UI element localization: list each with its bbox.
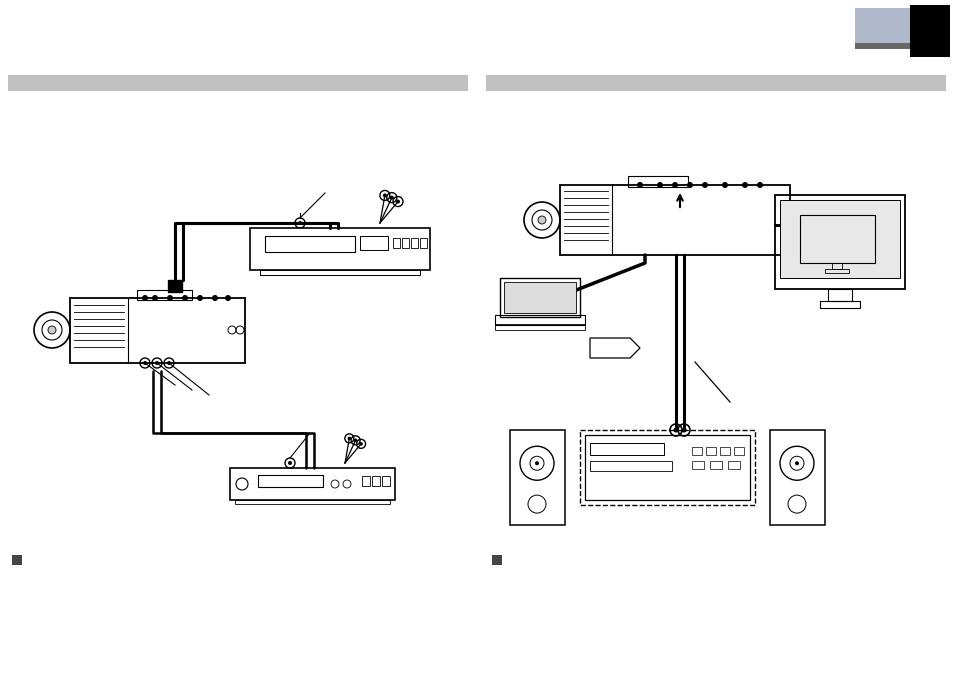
Bar <box>495 316 584 325</box>
Bar <box>372 476 379 486</box>
Circle shape <box>741 182 747 188</box>
Circle shape <box>757 182 762 188</box>
Bar <box>780 200 899 278</box>
Circle shape <box>701 182 707 188</box>
Bar <box>359 236 388 250</box>
Bar <box>854 8 909 46</box>
Bar <box>260 270 419 275</box>
Circle shape <box>637 182 642 188</box>
Bar <box>589 443 663 455</box>
Bar <box>401 238 409 248</box>
Circle shape <box>535 461 538 465</box>
Circle shape <box>359 442 362 445</box>
Bar <box>257 475 323 487</box>
Circle shape <box>721 182 727 188</box>
Bar <box>495 324 584 331</box>
Bar <box>774 195 904 289</box>
Bar <box>627 176 687 187</box>
Circle shape <box>347 437 351 440</box>
Circle shape <box>794 461 799 465</box>
Bar <box>824 269 848 273</box>
Bar <box>831 263 841 269</box>
Bar <box>492 555 501 565</box>
Circle shape <box>225 295 231 301</box>
Circle shape <box>143 361 147 365</box>
Bar <box>734 447 743 455</box>
Bar <box>854 43 909 49</box>
Bar <box>800 215 874 263</box>
Circle shape <box>182 295 188 301</box>
Circle shape <box>154 361 159 365</box>
Circle shape <box>196 295 203 301</box>
Bar <box>584 435 749 500</box>
Circle shape <box>671 182 678 188</box>
Circle shape <box>382 193 387 197</box>
Bar <box>381 476 390 486</box>
Bar <box>230 468 395 500</box>
Bar <box>499 278 579 316</box>
Bar <box>419 238 427 248</box>
Bar <box>720 447 729 455</box>
Circle shape <box>354 439 357 442</box>
Bar <box>137 290 192 300</box>
Bar <box>485 75 945 91</box>
Bar <box>727 461 740 469</box>
Circle shape <box>395 199 399 203</box>
Circle shape <box>167 361 171 365</box>
Circle shape <box>212 295 218 301</box>
Bar <box>361 476 370 486</box>
Circle shape <box>288 461 292 465</box>
Bar <box>705 447 716 455</box>
Bar <box>8 75 468 91</box>
Bar <box>393 238 399 248</box>
Circle shape <box>142 295 148 301</box>
Bar <box>709 461 721 469</box>
Circle shape <box>48 326 56 334</box>
Circle shape <box>390 195 394 199</box>
Circle shape <box>167 295 172 301</box>
Bar <box>503 282 576 313</box>
Bar <box>827 289 851 301</box>
Circle shape <box>537 216 545 224</box>
Circle shape <box>297 221 302 225</box>
Bar <box>234 500 390 504</box>
Bar <box>250 228 430 270</box>
Circle shape <box>680 427 686 433</box>
Bar <box>579 430 754 505</box>
Bar <box>589 461 672 471</box>
Bar <box>411 238 417 248</box>
Circle shape <box>686 182 692 188</box>
Bar <box>820 301 859 308</box>
Bar <box>510 430 564 525</box>
Bar <box>168 280 182 292</box>
Circle shape <box>152 295 158 301</box>
Bar <box>265 236 355 252</box>
Bar <box>692 447 701 455</box>
Bar <box>692 461 703 469</box>
Circle shape <box>657 182 662 188</box>
Bar <box>559 185 789 255</box>
Bar <box>12 555 22 565</box>
Circle shape <box>673 427 678 433</box>
Bar <box>769 430 824 525</box>
Bar <box>70 298 245 363</box>
Bar <box>909 5 949 57</box>
